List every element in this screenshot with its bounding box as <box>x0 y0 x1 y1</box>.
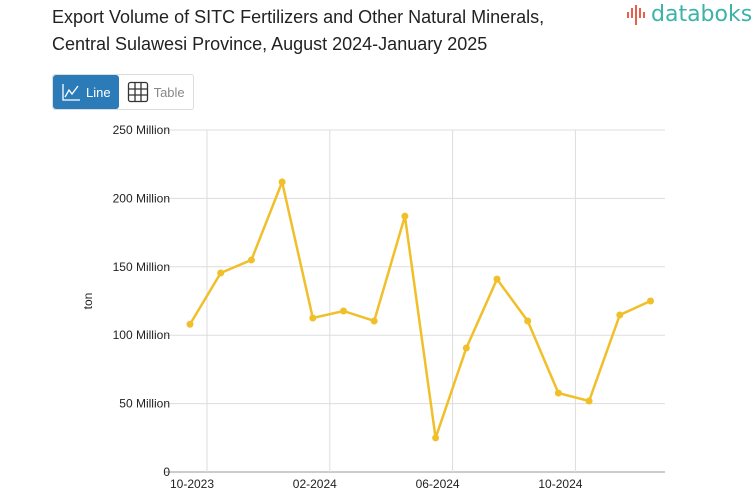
y-tick-label: 0 <box>163 465 170 479</box>
line-chart-icon <box>62 84 80 101</box>
data-point[interactable] <box>524 317 532 325</box>
logo-text: databoks <box>651 2 753 27</box>
y-axis-label: ton <box>81 293 95 310</box>
data-point[interactable] <box>186 320 194 328</box>
data-point[interactable] <box>309 314 317 322</box>
data-point[interactable] <box>340 307 347 315</box>
data-point[interactable] <box>585 397 593 405</box>
data-point[interactable] <box>370 317 378 325</box>
y-tick-label: 50 Million <box>119 397 170 411</box>
title-line-1: Export Volume of SITC Fertilizers and Ot… <box>52 7 545 27</box>
logo-bars-icon <box>627 4 645 25</box>
series-line <box>188 177 652 439</box>
x-tick-label: 10-2023 <box>170 477 214 491</box>
data-point[interactable] <box>616 311 624 319</box>
y-tick-label: 150 Million <box>113 260 170 274</box>
title-line-2: Central Sulawesi Province, August 2024-J… <box>52 34 488 54</box>
data-point[interactable] <box>432 434 440 442</box>
data-point[interactable] <box>401 212 409 220</box>
table-label: Table <box>153 84 185 100</box>
data-point[interactable] <box>493 275 501 283</box>
y-tick-label: 200 Million <box>113 191 170 205</box>
data-point[interactable] <box>554 389 562 397</box>
data-point[interactable] <box>278 178 286 186</box>
data-point[interactable] <box>247 256 255 264</box>
x-tick-label: 02-2024 <box>293 477 337 491</box>
data-point[interactable] <box>217 269 225 277</box>
y-tick-label: 250 Million <box>113 123 170 137</box>
table-view-button[interactable]: Table <box>119 75 193 109</box>
data-point[interactable] <box>462 344 470 352</box>
x-tick-label: 06-2024 <box>416 477 460 491</box>
view-toggle: Line Table <box>52 74 194 110</box>
table-grid-icon <box>127 81 148 103</box>
data-point[interactable] <box>647 297 654 305</box>
databoks-logo: databoks <box>626 2 752 27</box>
line-label: Line <box>86 84 111 100</box>
chart-title: Export Volume of SITC Fertilizers and Ot… <box>52 4 612 58</box>
y-tick-label: 100 Million <box>113 328 170 342</box>
line-view-button[interactable]: Line <box>53 75 119 109</box>
x-tick-label: 10-2024 <box>538 477 582 491</box>
